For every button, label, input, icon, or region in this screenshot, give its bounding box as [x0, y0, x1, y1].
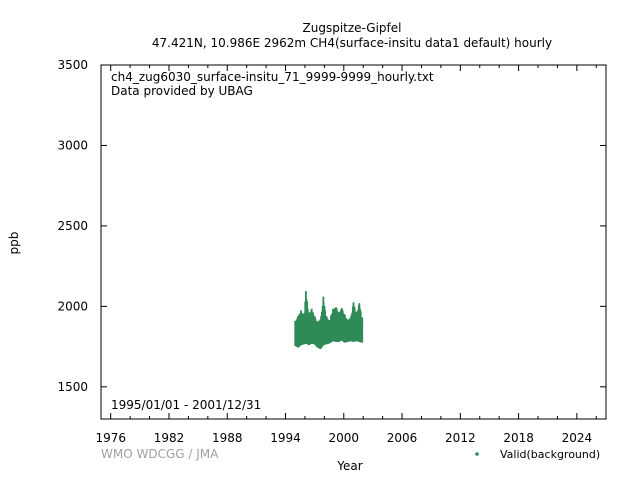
- x-axis: 1976 1982 1988 1994 2000 2006 2012 2018 2024: [95, 65, 597, 445]
- data-series-valid-background: [294, 291, 364, 349]
- chart-title: Zugspitze-Gipfel: [303, 21, 402, 35]
- x-tick-label: 1994: [270, 431, 301, 445]
- x-tick-label: 1982: [154, 431, 185, 445]
- x-tick-label: 1988: [212, 431, 243, 445]
- x-tick-label: 2006: [387, 431, 418, 445]
- x-axis-label: Year: [336, 459, 362, 473]
- legend-marker: [475, 452, 479, 456]
- x-tick-label: 2018: [503, 431, 534, 445]
- chart-subtitle: 47.421N, 10.986E 2962m CH4(surface-insit…: [152, 36, 552, 50]
- x-tick-label: 2000: [329, 431, 360, 445]
- x-tick-label: 2024: [562, 431, 593, 445]
- y-tick-label: 2500: [57, 219, 88, 233]
- y-tick-label: 3500: [57, 58, 88, 72]
- legend: Valid(background): [475, 448, 600, 461]
- file-label: ch4_zug6030_surface-insitu_71_9999-9999_…: [111, 70, 434, 84]
- x-tick-label: 1976: [95, 431, 126, 445]
- provider-label: Data provided by UBAG: [111, 84, 253, 98]
- plot-frame: [100, 64, 607, 420]
- period-label: 1995/01/01 - 2001/12/31: [111, 398, 261, 412]
- y-axis: 1500 2000 2500 3000 3500: [57, 58, 606, 394]
- x-tick-label: 2012: [445, 431, 476, 445]
- y-tick-label: 2000: [57, 299, 88, 313]
- y-axis-label: ppb: [7, 232, 21, 255]
- y-tick-label: 3000: [57, 138, 88, 152]
- credit-label: WMO WDCGG / JMA: [101, 447, 219, 461]
- legend-entry: Valid(background): [500, 448, 600, 461]
- y-tick-label: 1500: [57, 380, 88, 394]
